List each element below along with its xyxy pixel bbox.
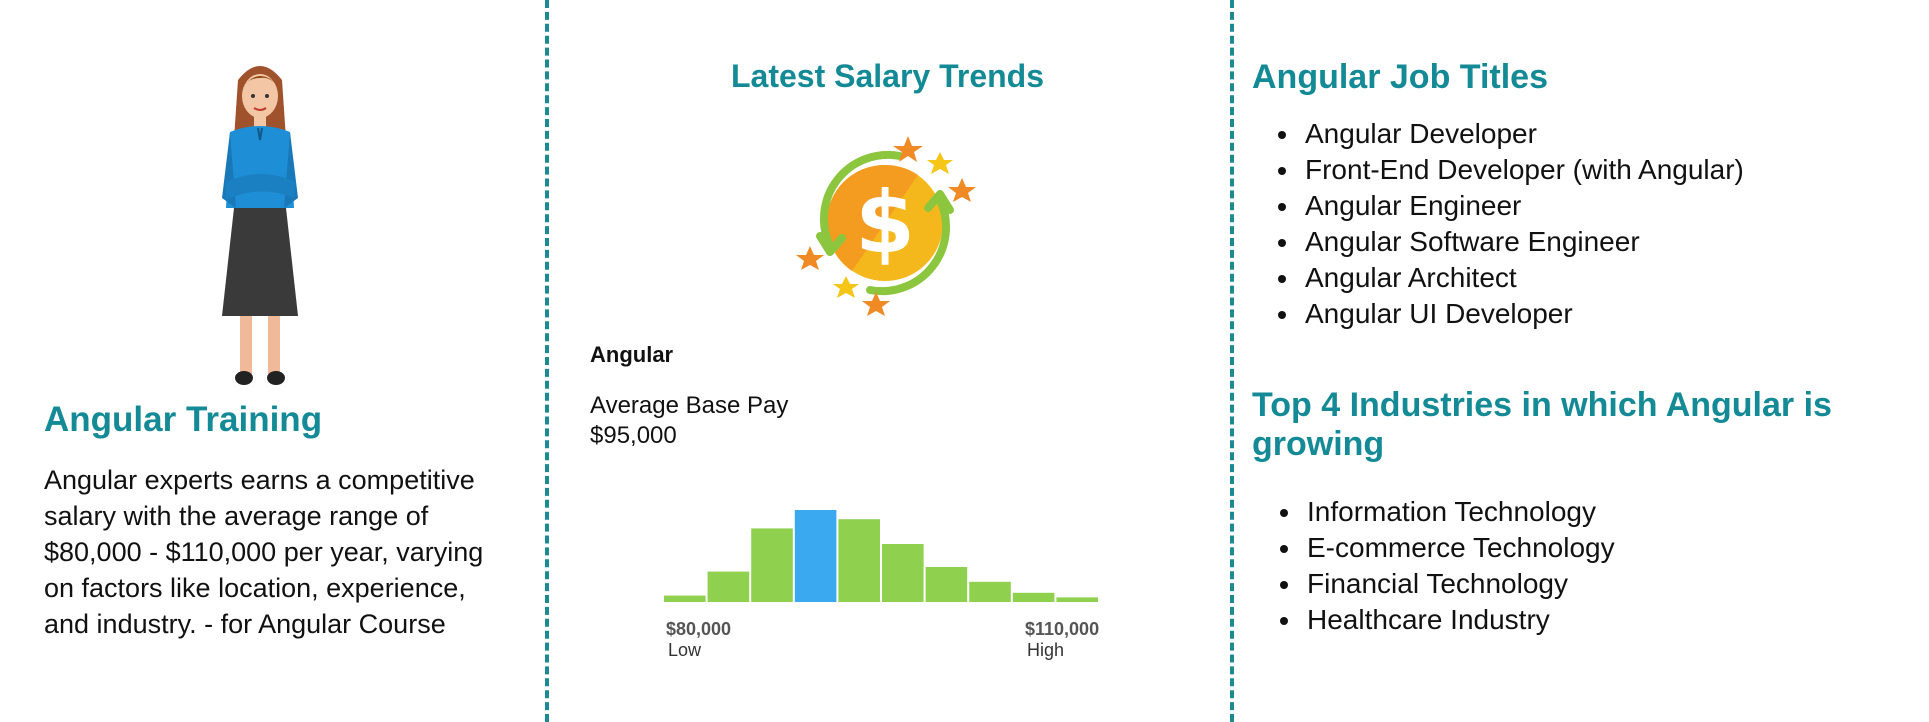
list-item: Angular Software Engineer: [1301, 224, 1744, 260]
svg-text:$: $: [855, 173, 915, 273]
list-item: Angular Developer: [1301, 116, 1744, 152]
job-titles-list: Angular Developer Front-End Developer (w…: [1253, 116, 1744, 332]
histogram-high-label: High: [1027, 640, 1064, 660]
histogram-bar: [1012, 592, 1055, 602]
list-item: Front-End Developer (with Angular): [1301, 152, 1744, 188]
dollar-coin-icon: $: [796, 136, 976, 316]
technology-name: Angular: [590, 342, 674, 367]
histogram-bar: [969, 581, 1011, 602]
industries-heading: Top 4 Industries in which Angular is gro…: [1252, 386, 1832, 463]
histogram-bar: [794, 510, 837, 602]
list-item: Angular Engineer: [1301, 188, 1744, 224]
average-pay-value: $95,000: [590, 422, 677, 449]
histogram-high-value: $110,000: [1025, 619, 1099, 639]
histogram-low-label: Low: [668, 640, 702, 660]
histogram-bar: [707, 571, 750, 602]
histogram-low-value: $80,000: [666, 619, 731, 639]
histogram-bar: [925, 567, 968, 602]
list-item: Financial Technology: [1303, 566, 1615, 602]
histogram-bar: [664, 595, 706, 602]
salary-histogram: $80,000 Low $110,000 High: [664, 510, 1099, 660]
histogram-bar: [751, 528, 793, 602]
average-pay-label: Average Base Pay: [590, 392, 789, 419]
list-item: Angular UI Developer: [1301, 296, 1744, 332]
list-item: Angular Architect: [1301, 260, 1744, 296]
list-item: Healthcare Industry: [1303, 602, 1615, 638]
training-title: Angular Training: [44, 400, 323, 439]
list-item: E-commerce Technology: [1303, 530, 1615, 566]
job-titles-heading: Angular Job Titles: [1252, 58, 1548, 96]
histogram-bar: [1056, 597, 1098, 602]
histogram-bar: [882, 544, 924, 602]
column-divider-left: [545, 0, 549, 722]
woman-illustration: [222, 66, 298, 385]
histogram-bar: [838, 519, 880, 602]
column-divider-right: [1230, 0, 1234, 722]
training-description: Angular experts earns a competitive sala…: [44, 465, 484, 639]
salary-trends-title: Latest Salary Trends: [730, 58, 1045, 94]
list-item: Information Technology: [1303, 494, 1615, 530]
industries-list: Information Technology E-commerce Techno…: [1255, 494, 1615, 638]
